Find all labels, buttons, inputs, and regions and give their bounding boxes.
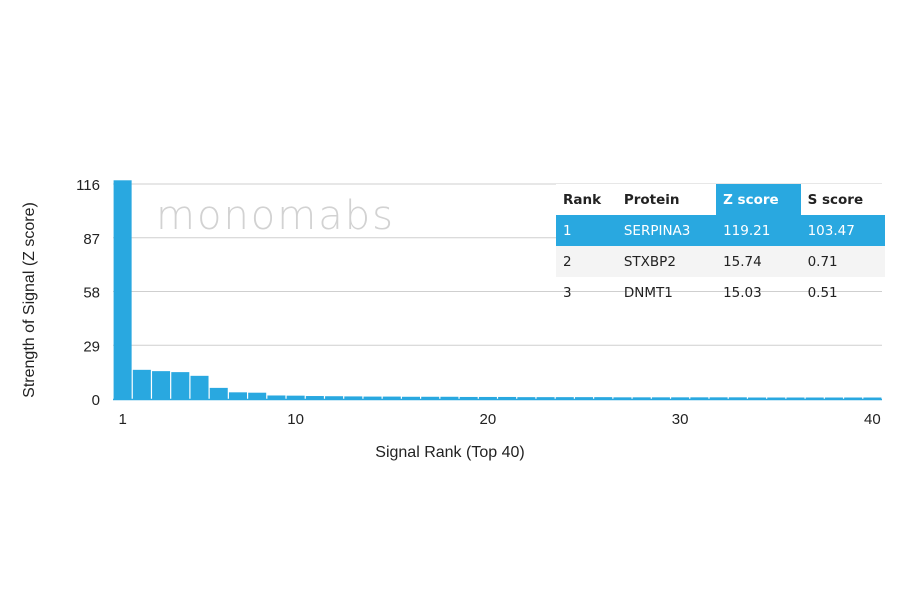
x-tick-label: 20 [480, 411, 497, 428]
bar-rank-9 [267, 395, 286, 399]
header-s-score: S score [800, 184, 885, 215]
y-tick-label: 29 [83, 338, 100, 355]
table-row: 3 DNMT1 15.03 0.51 [556, 277, 885, 308]
bar-rank-29 [651, 397, 670, 399]
top-proteins-table: Rank Protein Z score S score 1 SERPINA3 11… [556, 184, 885, 308]
bar-rank-32 [709, 397, 728, 399]
cell-s-score: 0.51 [807, 284, 838, 301]
bar-rank-33 [728, 397, 747, 399]
bar-rank-37 [805, 397, 824, 399]
bar-rank-17 [421, 396, 440, 399]
bar-rank-40 [863, 397, 882, 399]
bar-rank-39 [844, 397, 863, 399]
bar-rank-26 [594, 397, 613, 399]
bar-rank-38 [824, 397, 843, 399]
bar-rank-13 [344, 396, 363, 399]
cell-s-score: 103.47 [800, 215, 885, 246]
cell-rank: 1 [556, 215, 617, 246]
bar-rank-22 [517, 397, 536, 399]
bar-rank-1 [113, 180, 132, 399]
table-row: 2 STXBP2 15.74 0.71 [556, 246, 885, 277]
bar-rank-7 [228, 392, 247, 399]
x-tick-label: 30 [672, 411, 689, 428]
bar-rank-27 [613, 397, 632, 399]
bar-rank-10 [286, 395, 305, 399]
bar-rank-15 [382, 396, 401, 399]
bar-rank-21 [498, 396, 517, 399]
y-tick-label: 0 [92, 392, 100, 409]
y-axis-label: Strength of Signal (Z score) [21, 202, 38, 398]
bar-rank-28 [632, 397, 651, 399]
y-tick-label: 58 [83, 285, 100, 302]
cell-z-score: 15.74 [716, 246, 801, 277]
y-tick-label: 87 [83, 231, 100, 248]
bar-rank-18 [440, 396, 459, 399]
bar-rank-8 [248, 392, 267, 399]
bar-rank-12 [325, 396, 344, 399]
cell-protein: DNMT1 [623, 284, 673, 301]
cell-z-score: 119.21 [716, 215, 801, 246]
bar-rank-20 [478, 396, 497, 399]
x-tick-label: 40 [864, 411, 881, 428]
bar-rank-30 [671, 397, 690, 399]
cell-rank: 3 [563, 284, 572, 301]
cell-protein: SERPINA3 [616, 215, 717, 246]
bar-rank-2 [132, 369, 151, 399]
cell-s-score: 0.71 [800, 246, 885, 277]
bar-rank-34 [748, 397, 767, 399]
cell-protein: STXBP2 [616, 246, 717, 277]
x-axis-label: Signal Rank (Top 40) [375, 444, 524, 461]
y-tick-label: 116 [76, 177, 100, 194]
bar-rank-14 [363, 396, 382, 399]
header-protein: Protein [616, 184, 717, 215]
header-z-score: Z score [716, 184, 801, 215]
bar-rank-24 [555, 397, 574, 399]
x-tick-label: 10 [287, 411, 304, 428]
bar-rank-16 [401, 396, 420, 399]
table-header-row: Rank Protein Z score S score [556, 184, 885, 215]
cell-z-score: 15.03 [723, 284, 762, 301]
x-tick-label: 1 [118, 411, 126, 428]
header-rank: Rank [556, 184, 617, 215]
bar-rank-5 [190, 375, 209, 399]
table-row: 1 SERPINA3 119.21 103.47 [556, 215, 885, 246]
monomabs-watermark-logo: monomabs [156, 193, 395, 239]
bar-rank-19 [459, 396, 478, 399]
bar-rank-11 [305, 396, 324, 399]
bar-rank-4 [171, 372, 190, 399]
bar-rank-23 [536, 397, 555, 399]
bar-rank-3 [152, 371, 171, 399]
bar-rank-35 [767, 397, 786, 399]
bar-rank-6 [209, 387, 228, 399]
bar-rank-25 [575, 397, 594, 399]
cell-rank: 2 [556, 246, 617, 277]
bar-rank-36 [786, 397, 805, 399]
bar-rank-31 [690, 397, 709, 399]
